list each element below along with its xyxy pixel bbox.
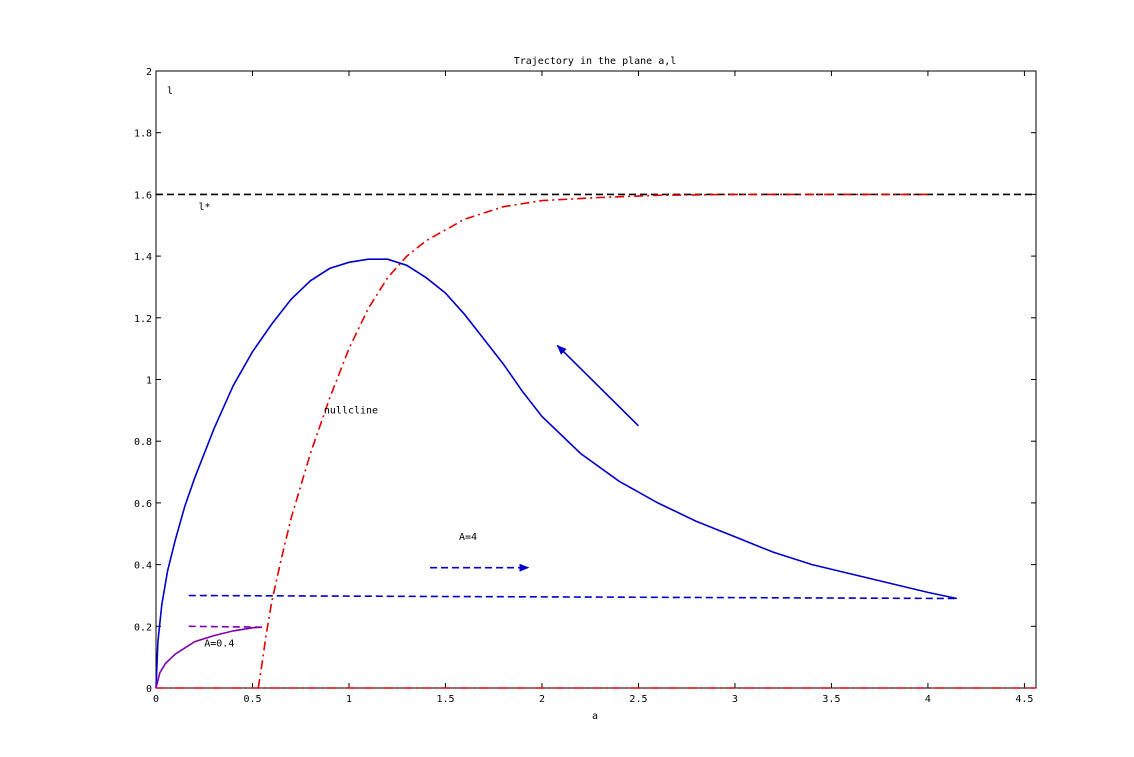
series-line-1: [257, 193, 928, 689]
y-tick-label: 0.8: [134, 437, 152, 448]
direction-arrow-0: [556, 344, 640, 427]
series-line-5: [155, 626, 263, 689]
x-tick-label: 3: [732, 694, 738, 705]
x-tick-label: 1: [346, 694, 352, 705]
y-tick-label: 0.2: [134, 622, 152, 633]
series-line-3: [155, 258, 958, 689]
y-tick-label: 1.8: [134, 129, 152, 140]
series-layer: [155, 193, 1036, 689]
annotation-label: A=0.4: [204, 638, 234, 649]
annotation-label: A=4: [459, 532, 477, 543]
chart-title: Trajectory in the plane a,l: [514, 56, 677, 67]
annotation-label: nullcline: [324, 405, 378, 416]
x-tick-label: 4: [925, 694, 931, 705]
y-tick-label: 1.2: [134, 314, 152, 325]
plot-frame: [155, 70, 1037, 689]
y-tick-label: 2: [146, 67, 152, 78]
x-tick-label: 4.5: [1015, 694, 1033, 705]
series-line-4: [188, 594, 957, 600]
arrow-layer: [430, 344, 640, 572]
y-tick-label: 0.4: [134, 561, 152, 572]
x-tick-label: 2.5: [629, 694, 647, 705]
y-tick-label: 0.6: [134, 499, 152, 510]
annotation-layer: l* nullcline A=4 A=0.4: [198, 202, 477, 650]
y-tick-label: 0: [146, 684, 152, 695]
x-tick-label: 0.5: [243, 694, 261, 705]
annotation-label: l*: [198, 202, 210, 213]
y-tick-label: 1.4: [134, 252, 152, 263]
y-axis-label: l: [167, 86, 173, 97]
x-tick-label: 3.5: [822, 694, 840, 705]
x-tick-label: 1.5: [436, 694, 454, 705]
series-line-6: [188, 625, 263, 628]
x-tick-label: 2: [539, 694, 545, 705]
y-tick-label: 1: [146, 376, 152, 387]
x-tick-label: 0: [153, 694, 159, 705]
y-axis-ticks: 0 0.2 0.4 0.6 0.8 1 1.2 1.4 1.6 1.8 2: [134, 67, 1036, 695]
x-axis-label: a: [592, 711, 598, 722]
y-tick-label: 1.6: [134, 190, 152, 201]
